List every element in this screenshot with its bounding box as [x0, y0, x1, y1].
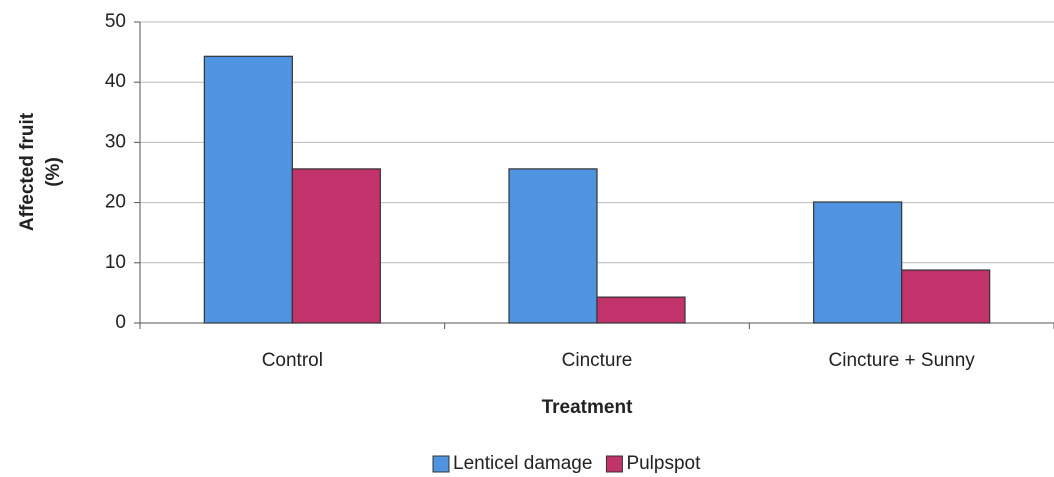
- bar: [508, 168, 598, 324]
- legend-swatch: [605, 455, 623, 473]
- x-tick-label: Control: [262, 350, 323, 371]
- bar: [291, 168, 381, 324]
- bar: [813, 201, 903, 324]
- y-axis-label-line: Affected fruit: [17, 112, 38, 231]
- x-tick-label: Cincture + Sunny: [829, 350, 976, 371]
- y-tick-label: 10: [105, 252, 126, 273]
- y-tick-label: 20: [105, 192, 126, 213]
- x-tick-label: Cincture: [562, 350, 633, 371]
- y-tick-label: 0: [115, 312, 126, 333]
- bar: [596, 296, 686, 324]
- y-tick-label: 40: [105, 71, 126, 92]
- legend-label: Pulpspot: [626, 453, 701, 474]
- x-axis-label: Treatment: [542, 397, 633, 418]
- legend-label: Lenticel damage: [453, 453, 592, 474]
- y-tick-label: 50: [105, 11, 126, 32]
- y-tick-label: 30: [105, 131, 126, 152]
- legend-swatch: [432, 455, 450, 473]
- bar: [203, 55, 293, 324]
- bar: [901, 269, 991, 324]
- y-axis-label-line: (%): [43, 157, 64, 187]
- y-axis-label: Affected fruit (%): [17, 112, 64, 231]
